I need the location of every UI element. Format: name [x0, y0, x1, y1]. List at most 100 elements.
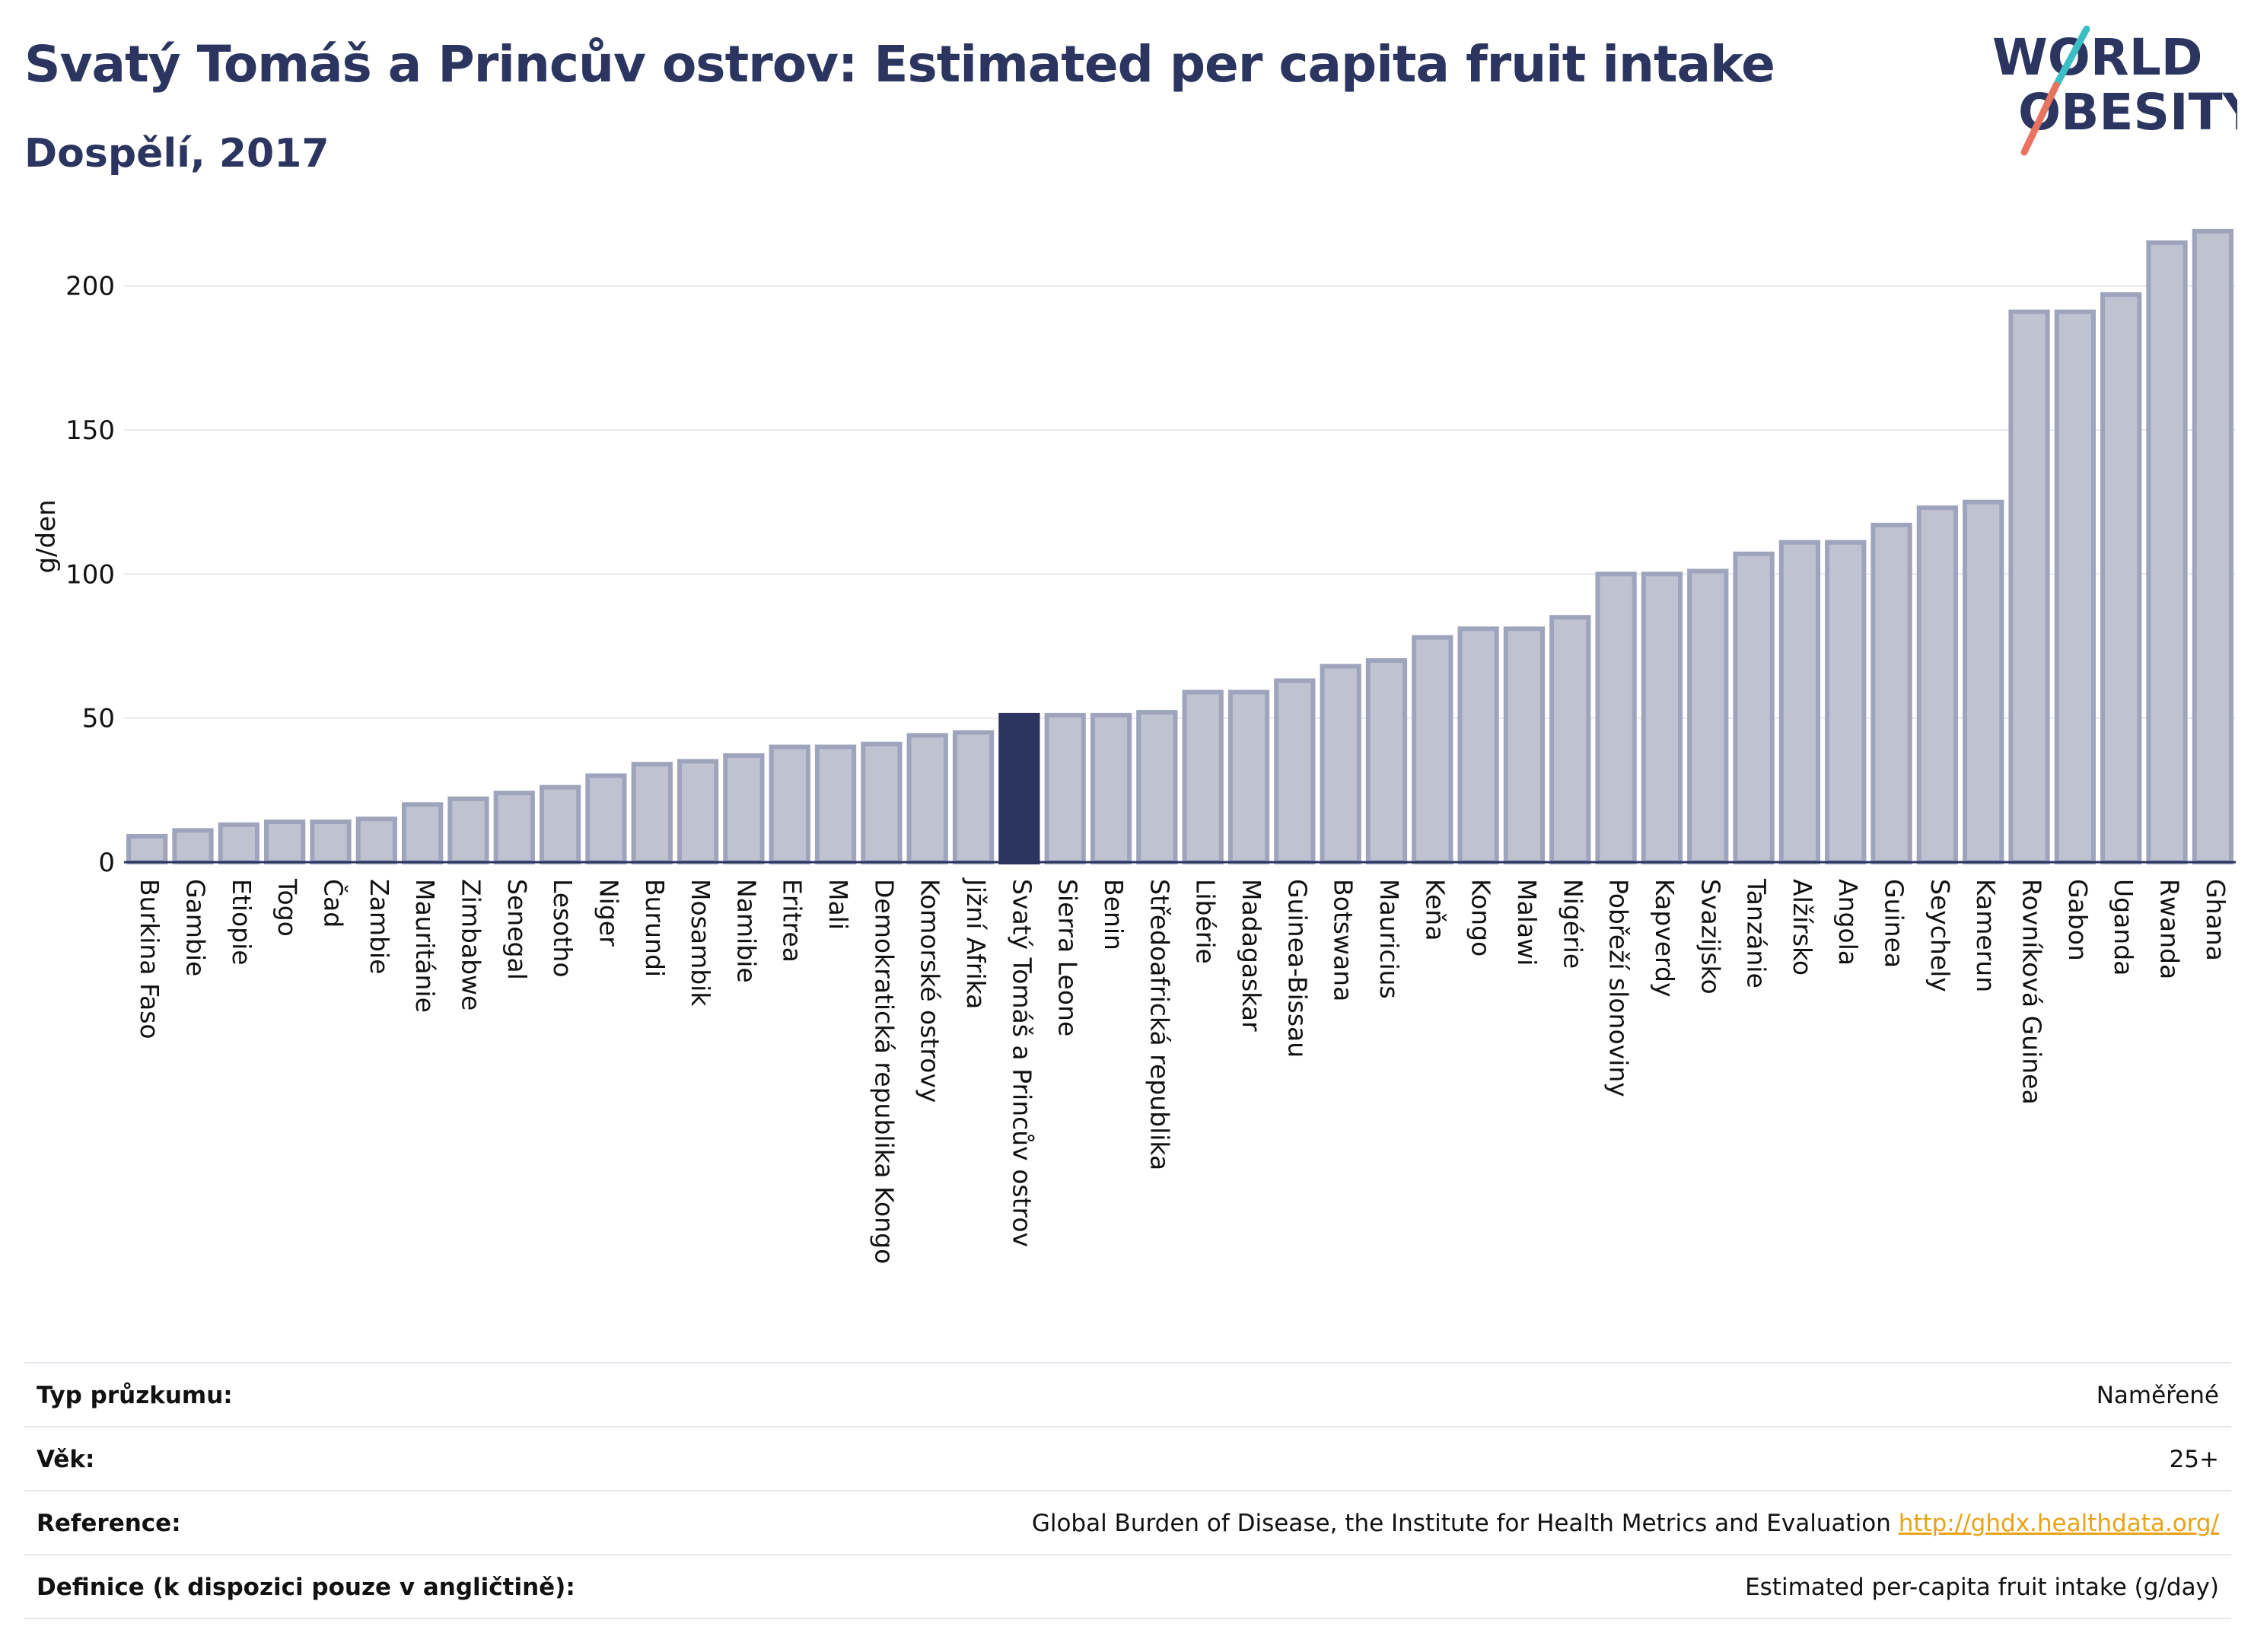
x-tick-label: Sierra Leone [1053, 879, 1083, 1036]
bar-highlighted [998, 712, 1040, 864]
x-tick-label: Zimbabwe [456, 879, 486, 1011]
x-tick-label: Čad [318, 879, 349, 928]
bar [723, 753, 765, 864]
x-tick-label: Ghana [2201, 879, 2230, 961]
x-tick-label: Burkina Faso [135, 879, 164, 1039]
x-tick-label: Alžírsko [1788, 879, 1817, 976]
bar [1916, 505, 1959, 864]
bar [631, 762, 673, 864]
x-tick-label: Mauritánie [410, 879, 440, 1013]
bar [1963, 499, 2004, 864]
x-tick-label: Guinea-Bissau [1282, 879, 1312, 1058]
info-label: Věk: [37, 1446, 95, 1473]
y-axis-label: g/den [31, 499, 62, 573]
x-tick-label: Gabon [2063, 879, 2093, 961]
x-tick-label: Madagaskar [1237, 879, 1266, 1032]
bar-chart: 0 50 100 150 200 g/den Burkina Faso Gambie Eti… [31, 228, 2236, 1264]
x-tick-label: Gambie [180, 879, 210, 976]
info-label: Definice (k dispozici pouze v angličtině… [37, 1574, 575, 1601]
info-value: Naměřené [2096, 1382, 2219, 1409]
reference-text: Global Burden of Disease, the Institute … [1031, 1510, 1899, 1537]
page-title: Svatý Tomáš a Princův ostrov: Estimated … [24, 35, 1775, 94]
bar [1412, 635, 1453, 864]
x-tick-label: Libérie [1191, 879, 1221, 964]
bar [1871, 522, 1912, 865]
bar [1136, 710, 1178, 864]
x-tick-label: Mauricius [1374, 879, 1404, 999]
bar [952, 730, 995, 865]
x-tick-label: Rovníková Guinea [2017, 879, 2047, 1105]
bar [218, 822, 259, 864]
x-tick-label: Komorské ostrovy [915, 879, 945, 1103]
x-tick-label: Kamerun [1971, 879, 2001, 992]
bar [1182, 689, 1224, 865]
x-tick-label: Togo [272, 878, 302, 937]
world-obesity-logo: WORLD OBESITY [1992, 25, 2237, 156]
y-tick-labels: 0 50 100 150 200 [65, 272, 115, 878]
y-tick-label: 100 [65, 559, 115, 590]
bar [1733, 551, 1775, 864]
bar [1365, 657, 1408, 864]
x-tick-labels: Burkina Faso Gambie Etiopie Togo Čad Zambie Ma… [135, 877, 2230, 1264]
info-row-definition: Definice (k dispozici pouze v angličtině… [24, 1554, 2231, 1619]
x-tick-label: Guinea [1880, 879, 1909, 968]
x-tick-label: Etiopie [227, 879, 256, 966]
bar [447, 796, 489, 864]
x-tick-label: Niger [594, 879, 623, 947]
x-tick-label: Rwanda [2155, 879, 2185, 979]
bar [814, 744, 857, 865]
y-tick-label: 50 [82, 704, 115, 734]
bar [1641, 571, 1683, 864]
info-row-age: Věk: 25+ [24, 1426, 2231, 1490]
y-tick-label: 150 [65, 415, 115, 446]
info-label: Reference: [37, 1510, 181, 1537]
x-tick-label: Senegal [502, 879, 532, 980]
bar [172, 828, 214, 864]
logo-slash-coral [2020, 81, 2060, 156]
bar [1044, 712, 1086, 864]
bar [539, 785, 581, 865]
page-subtitle: Dospělí, 2017 [24, 131, 330, 177]
x-tick-label: Seychely [1925, 879, 1955, 992]
bar [1457, 626, 1499, 865]
x-tick-label: Mosambik [686, 879, 715, 1007]
bar [126, 833, 168, 865]
info-value-reference: Global Burden of Disease, the Institute … [1032, 1510, 2219, 1537]
bar [2100, 292, 2142, 864]
bar [493, 791, 535, 865]
bar [1778, 540, 1821, 864]
x-tick-label: Namibie [731, 879, 761, 983]
x-tick-label: Jižní Afrika [961, 877, 991, 1009]
bar [1549, 615, 1591, 865]
x-tick-label: Eritrea [778, 879, 807, 963]
info-row-survey-type: Typ průzkumu: Naměřené [24, 1362, 2231, 1426]
bar [769, 744, 810, 865]
x-tick-label: Nigérie [1558, 879, 1587, 969]
x-tick-label: Středoafrická republika [1145, 879, 1174, 1170]
y-tick-label: 0 [98, 848, 115, 878]
bar [1503, 626, 1546, 865]
x-tick-label: Svatý Tomáš a Princův ostrov [1007, 879, 1036, 1247]
x-tick-label: Angola [1833, 879, 1863, 966]
bar [1595, 571, 1637, 864]
bar [264, 819, 306, 865]
info-value: 25+ [2169, 1446, 2219, 1473]
bar [906, 733, 948, 865]
x-tick-label: Zambie [365, 879, 394, 974]
x-tick-label: Lesotho [548, 879, 578, 978]
logo-slash-teal [2052, 25, 2090, 89]
x-tick-label: Pobřeží slonoviny [1604, 879, 1634, 1097]
x-tick-label: Malawi [1512, 879, 1542, 966]
bar [1687, 568, 1729, 864]
bar [1227, 689, 1270, 865]
bar [1274, 678, 1316, 865]
bar [677, 759, 719, 865]
x-tick-label: Kapverdy [1650, 879, 1679, 998]
bar [2008, 309, 2050, 864]
bar [1320, 664, 1361, 864]
reference-link[interactable]: http://ghdx.healthdata.org/ [1898, 1510, 2219, 1537]
bar [1090, 712, 1132, 864]
x-tick-label: Kongo [1466, 879, 1496, 957]
bar [401, 802, 444, 864]
bars [126, 228, 2233, 865]
